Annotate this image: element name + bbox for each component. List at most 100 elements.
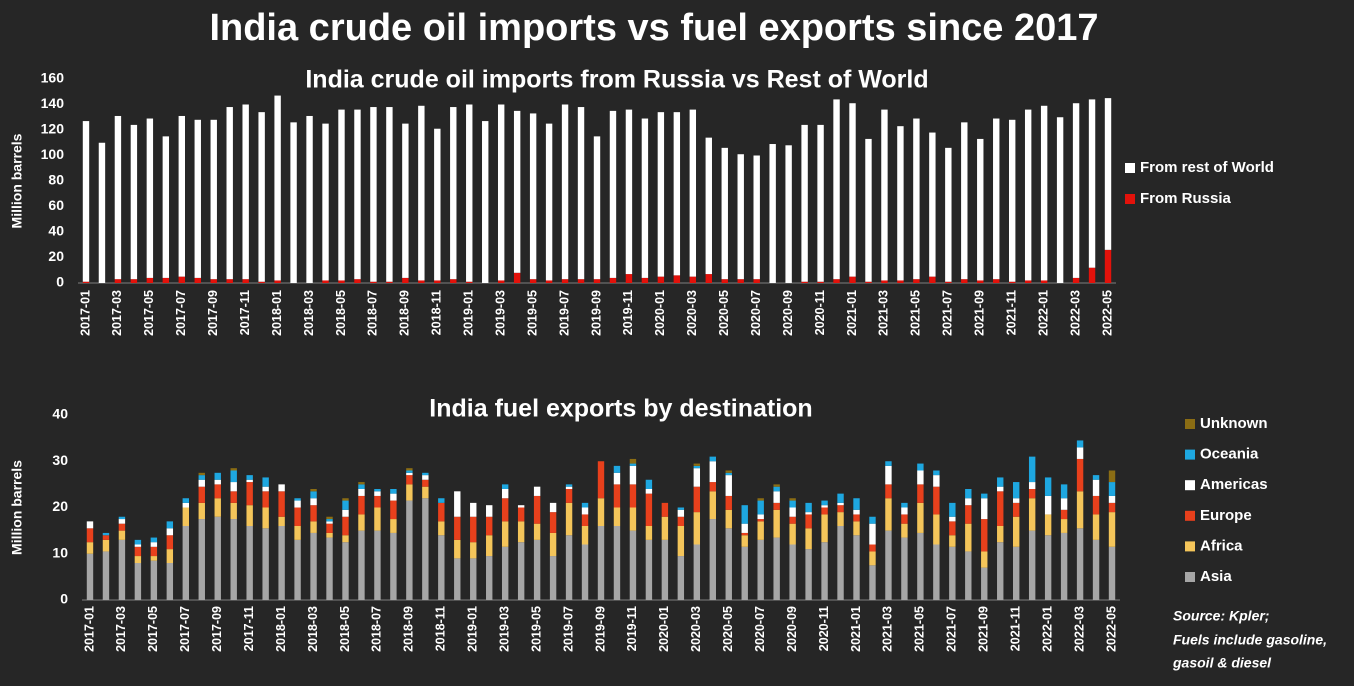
bar-segment [1060, 519, 1068, 533]
bar-segment [166, 521, 174, 529]
bar-segment [581, 526, 589, 545]
bar-segment [913, 118, 920, 280]
bar-segment [246, 475, 253, 480]
bar-segment [1060, 509, 1068, 520]
x-tick-label: 2017-07 [174, 290, 188, 336]
bar-segment [993, 118, 1000, 280]
bar-segment [501, 546, 509, 600]
bar-segment [741, 546, 748, 600]
bar-segment [853, 498, 860, 510]
x-tick-label: 2018-03 [302, 290, 316, 336]
bar-segment [753, 279, 760, 283]
bar-segment [358, 482, 365, 485]
bar-segment [1108, 482, 1116, 496]
bar-segment [1040, 105, 1048, 281]
bar-segment [470, 542, 477, 559]
bar-segment [118, 516, 126, 520]
bar-segment [1044, 535, 1052, 600]
chart-title: India crude oil imports from Russia vs R… [305, 66, 928, 94]
x-tick-label: 2019-09 [593, 606, 607, 652]
bar-segment [773, 491, 780, 503]
bar-segment [789, 507, 796, 517]
bar-segment [801, 281, 808, 283]
bar-segment [274, 280, 281, 283]
bar-segment [693, 463, 701, 466]
bar-segment [629, 484, 637, 508]
x-tick-label: 2017-09 [210, 606, 224, 652]
bar-segment [645, 539, 653, 600]
bar-segment [486, 556, 493, 600]
bar-segment [310, 491, 317, 499]
bar-segment [294, 526, 301, 540]
bar-segment [406, 500, 413, 600]
bar-segment [466, 281, 473, 283]
bar-segment [214, 484, 221, 499]
bar-segment [1092, 514, 1100, 540]
bar-segment [565, 535, 573, 600]
y-tick-label: 120 [41, 121, 65, 137]
x-tick-label: 2021-09 [977, 606, 991, 652]
bar-segment [134, 546, 142, 557]
legend-swatch [1125, 163, 1135, 173]
bar-segment [981, 498, 988, 520]
bar-segment [661, 539, 669, 600]
bar-segment [214, 479, 221, 485]
bar-segment [549, 556, 557, 600]
bar-segment [741, 532, 748, 536]
bar-segment [390, 532, 397, 600]
bar-segment [198, 519, 205, 600]
bar-segment [262, 486, 269, 492]
x-tick-label: 2020-03 [689, 606, 703, 652]
bar-segment [629, 507, 637, 531]
bar-segment [326, 532, 333, 538]
bar-segment [1044, 514, 1052, 536]
bar-segment [549, 502, 557, 513]
x-tick-label: 2018-05 [338, 606, 352, 652]
x-tick-label: 2019-05 [529, 606, 543, 652]
y-tick-label: 40 [52, 406, 68, 422]
bar-segment [246, 526, 253, 600]
bar-segment [725, 470, 732, 473]
bar-segment [150, 546, 158, 557]
bar-segment [753, 155, 760, 280]
bar-segment [466, 104, 473, 282]
bar-segment [869, 516, 876, 524]
bar-segment [805, 528, 812, 550]
bar-segment [581, 514, 589, 526]
bar-segment [977, 138, 984, 281]
bar-segment [725, 475, 732, 496]
bar-segment [438, 502, 445, 522]
bar-segment [374, 530, 381, 600]
bar-segment [837, 512, 844, 526]
legend-swatch [1185, 480, 1195, 491]
bar-segment [86, 542, 94, 554]
x-tick-label: 2021-09 [973, 290, 987, 336]
bar-segment [1108, 495, 1116, 503]
bar-segment [901, 514, 908, 524]
y-tick-label: 10 [52, 544, 68, 560]
bar-segment [342, 542, 349, 600]
bar-segment [897, 280, 904, 283]
bar-segment [885, 498, 892, 531]
bar-segment [358, 514, 365, 531]
y-tick-label: 0 [56, 274, 64, 290]
bar-segment [482, 121, 489, 283]
bar-segment [977, 280, 984, 283]
bar-segment [529, 279, 537, 283]
bar-segment [102, 532, 110, 536]
bar-segment [390, 519, 397, 533]
bar-segment [773, 502, 780, 510]
x-tick-label: 2020-09 [781, 290, 795, 336]
y-tick-label: 100 [41, 146, 65, 162]
bar-segment [438, 521, 445, 536]
bar-segment [821, 500, 828, 506]
bar-segment [214, 498, 221, 517]
bar-segment [693, 468, 701, 487]
x-tick-label: 2022-05 [1100, 290, 1114, 336]
bar-segment [370, 281, 377, 283]
bar-segment [82, 121, 90, 282]
x-tick-label: 2019-01 [462, 290, 476, 336]
bar-segment [1056, 117, 1064, 283]
bar-segment [741, 535, 748, 547]
bar-segment [945, 147, 952, 282]
